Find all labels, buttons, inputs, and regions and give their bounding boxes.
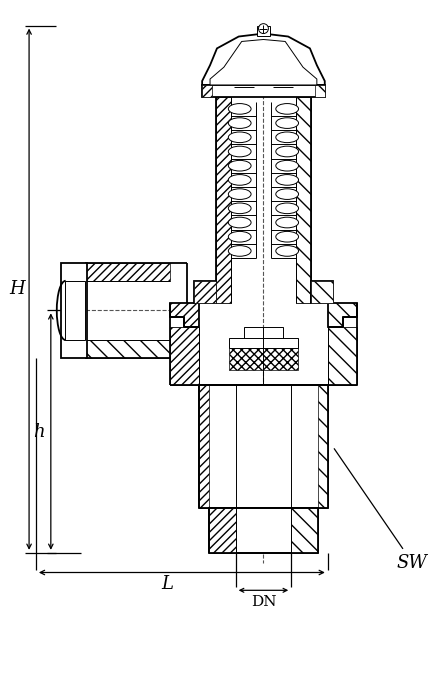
Ellipse shape xyxy=(228,203,251,214)
Ellipse shape xyxy=(276,146,299,157)
Ellipse shape xyxy=(228,174,251,186)
Polygon shape xyxy=(311,281,333,302)
Ellipse shape xyxy=(276,246,299,256)
Text: h: h xyxy=(33,423,45,440)
Ellipse shape xyxy=(276,104,299,114)
Ellipse shape xyxy=(228,246,251,256)
Bar xyxy=(199,384,328,508)
Text: L: L xyxy=(161,575,173,594)
Polygon shape xyxy=(328,302,358,328)
Circle shape xyxy=(259,24,269,34)
Ellipse shape xyxy=(276,118,299,128)
Ellipse shape xyxy=(276,160,299,171)
Bar xyxy=(216,97,231,302)
Bar xyxy=(170,328,199,384)
Ellipse shape xyxy=(276,189,299,199)
Text: H: H xyxy=(9,280,25,298)
Polygon shape xyxy=(194,281,216,302)
Bar xyxy=(291,508,318,553)
Bar xyxy=(256,26,270,36)
Ellipse shape xyxy=(228,104,251,114)
Ellipse shape xyxy=(276,174,299,186)
Ellipse shape xyxy=(228,132,251,143)
Bar xyxy=(61,263,88,358)
Bar xyxy=(202,85,325,97)
Text: DN: DN xyxy=(251,595,276,609)
Ellipse shape xyxy=(276,232,299,242)
Bar xyxy=(199,384,209,508)
Bar xyxy=(229,348,298,370)
Text: SW: SW xyxy=(334,449,428,572)
Polygon shape xyxy=(210,39,317,85)
Bar xyxy=(194,281,216,302)
Bar xyxy=(85,263,170,281)
Bar xyxy=(311,281,333,302)
Ellipse shape xyxy=(228,146,251,157)
Ellipse shape xyxy=(276,217,299,228)
Bar xyxy=(229,338,298,348)
Bar xyxy=(315,85,325,97)
Polygon shape xyxy=(239,340,288,348)
Bar xyxy=(209,508,236,553)
Bar xyxy=(85,340,170,358)
Ellipse shape xyxy=(276,132,299,143)
Bar xyxy=(244,328,283,365)
Ellipse shape xyxy=(228,118,251,128)
Ellipse shape xyxy=(276,203,299,214)
Ellipse shape xyxy=(228,217,251,228)
Bar xyxy=(296,97,311,302)
Bar xyxy=(209,508,318,553)
Polygon shape xyxy=(170,302,199,328)
Polygon shape xyxy=(202,34,325,85)
Ellipse shape xyxy=(228,189,251,199)
Bar xyxy=(318,384,328,508)
Ellipse shape xyxy=(228,232,251,242)
Ellipse shape xyxy=(228,160,251,171)
Bar xyxy=(328,328,358,384)
Bar xyxy=(65,281,85,340)
Bar xyxy=(202,85,212,97)
